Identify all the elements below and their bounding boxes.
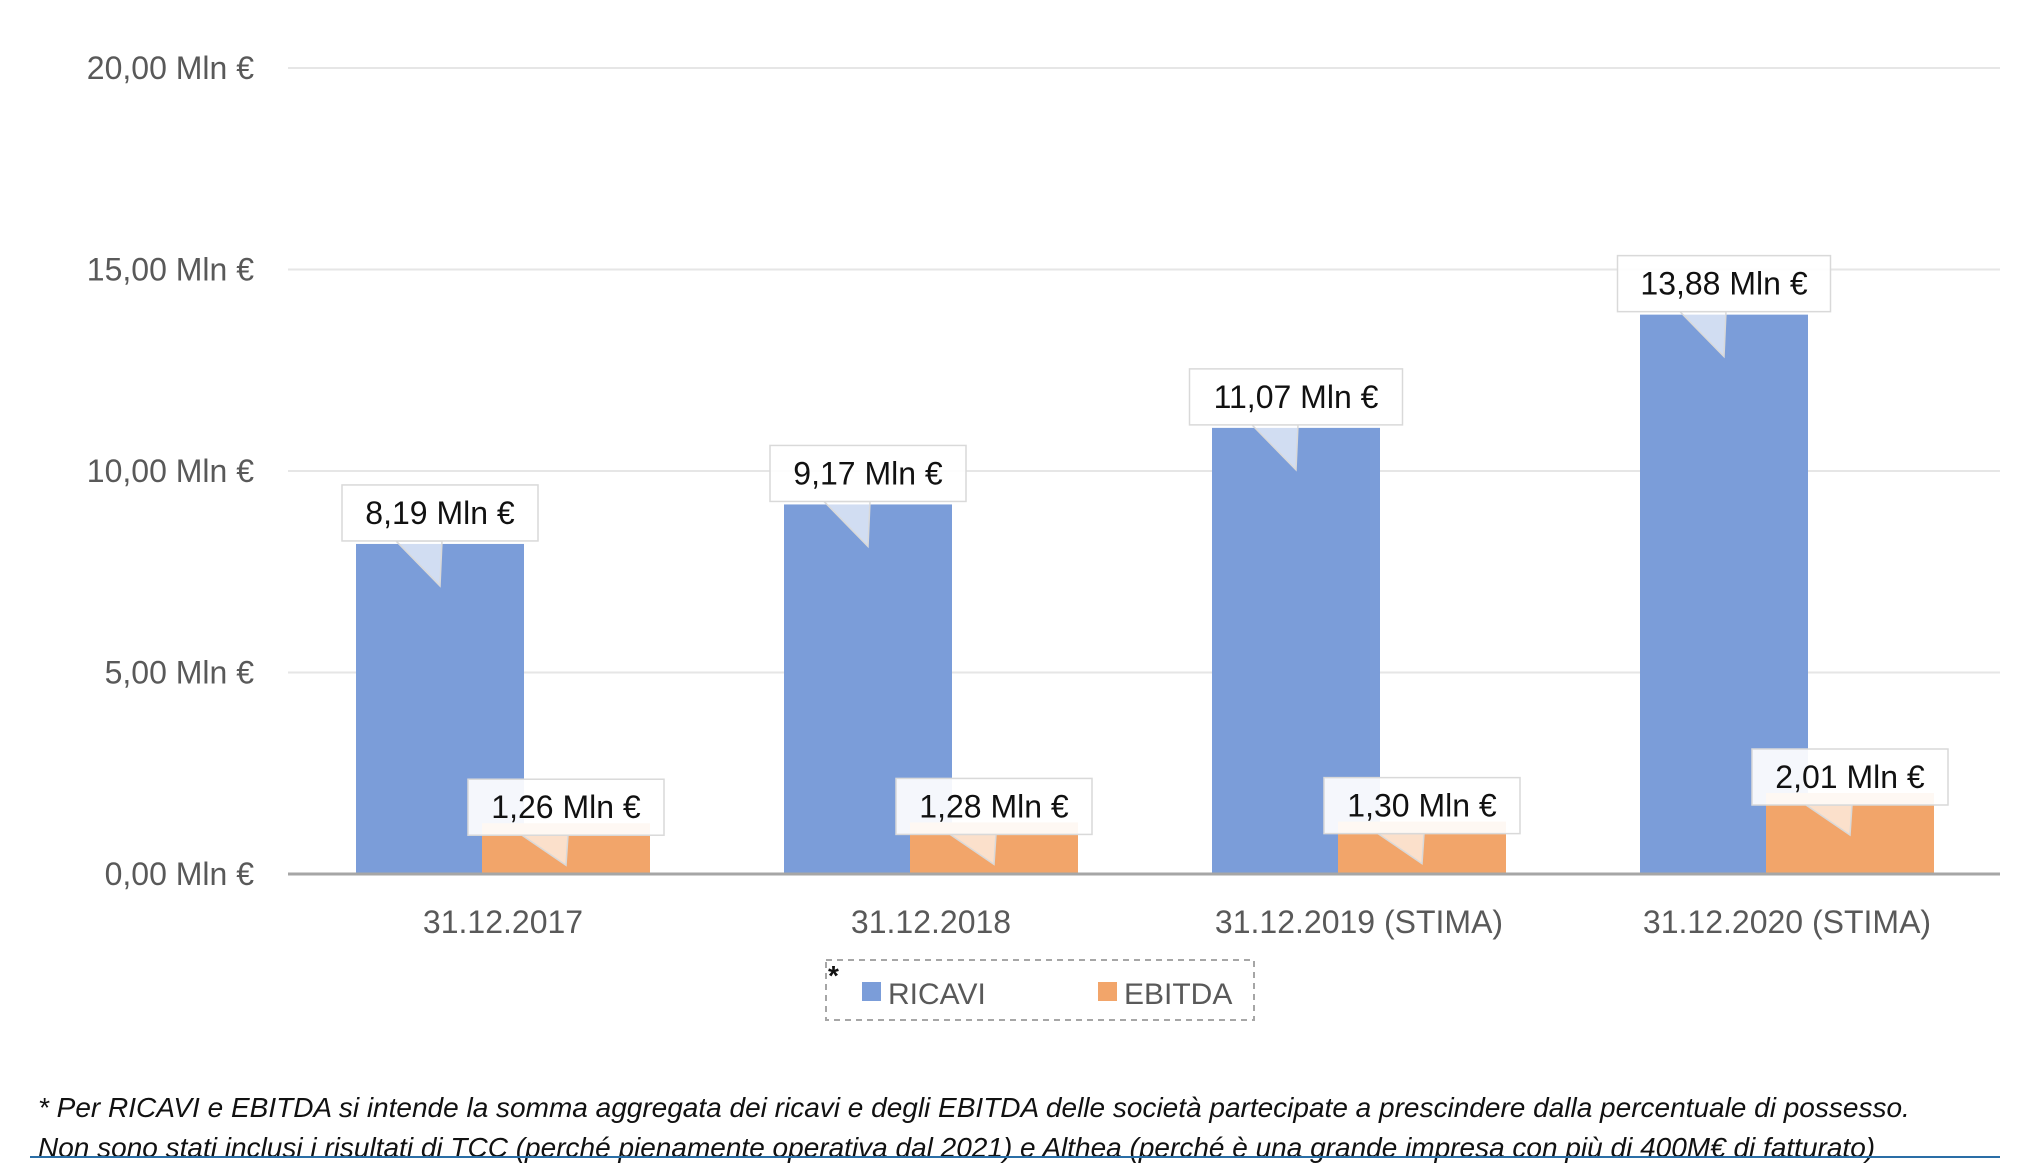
x-tick-label: 31.12.2017 (423, 904, 583, 940)
x-tick-label: 31.12.2019 (STIMA) (1215, 904, 1503, 940)
x-tick-label: 31.12.2018 (851, 904, 1011, 940)
data-label-ebitda: 1,28 Mln € (919, 788, 1069, 824)
data-label-ebitda: 1,30 Mln € (1347, 788, 1497, 824)
data-label-ricavi-box (769, 444, 967, 503)
data-label-ebitda-box (1751, 748, 1949, 806)
y-tick-label: 10,00 Mln € (87, 453, 254, 489)
legend-label-ricavi: RICAVI (888, 978, 986, 1011)
data-label-ebitda: 2,01 Mln € (1775, 759, 1925, 795)
legend-label-ebitda: EBITDA (1124, 978, 1232, 1011)
footnote-line-1: * Per RICAVI e EBITDA si intende la somm… (38, 1092, 1910, 1123)
data-label-ricavi: 8,19 Mln € (365, 495, 515, 531)
legend-box (825, 959, 1255, 1021)
legend-swatch-ebitda (1098, 982, 1117, 1001)
y-tick-label: 0,00 Mln € (105, 856, 255, 892)
y-tick-label: 5,00 Mln € (105, 655, 255, 691)
bar-chart: 0,00 Mln € 5,00 Mln € 10,00 Mln € 15,00 Mln… (87, 50, 2000, 1021)
data-label-ricavi-box (341, 484, 539, 542)
legend-marker: * (828, 960, 839, 991)
footnote-line-2: Non sono stati inclusi i risultati di TC… (38, 1132, 1876, 1163)
y-tick-label: 20,00 Mln € (87, 50, 254, 86)
data-label-ricavi: 13,88 Mln € (1640, 266, 1807, 302)
data-label-ebitda-box (1323, 776, 1521, 835)
data-label-ricavi-box (1616, 254, 1832, 313)
data-label-ricavi: 9,17 Mln € (793, 455, 943, 491)
data-label-ebitda: 1,26 Mln € (491, 789, 641, 825)
data-label-ricavi-box (1188, 368, 1404, 426)
data-label-ebitda-box (467, 778, 665, 836)
y-tick-label: 15,00 Mln € (87, 252, 254, 288)
bottom-rule (30, 1156, 2000, 1158)
data-label-ricavi: 11,07 Mln € (1214, 379, 1379, 415)
legend-swatch-ricavi (862, 982, 881, 1001)
x-tick-label: 31.12.2020 (STIMA) (1643, 904, 1931, 940)
data-label-ebitda-box (895, 777, 1093, 836)
